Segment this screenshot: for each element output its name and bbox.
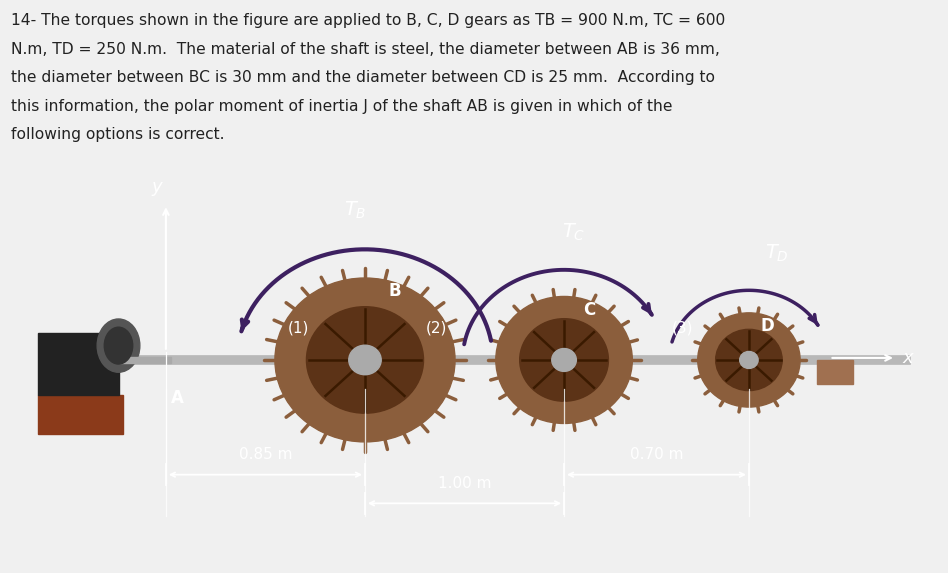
- Text: N.m, TD = 250 N.m.  The material of the shaft is steel, the diameter between AB : N.m, TD = 250 N.m. The material of the s…: [11, 42, 720, 57]
- Text: 0.70 m: 0.70 m: [629, 448, 684, 462]
- Ellipse shape: [552, 348, 576, 371]
- Ellipse shape: [716, 329, 782, 391]
- Text: D: D: [760, 317, 775, 335]
- Ellipse shape: [698, 313, 800, 407]
- Text: 14- The torques shown in the figure are applied to B, C, D gears as TB = 900 N.m: 14- The torques shown in the figure are …: [11, 13, 725, 28]
- Ellipse shape: [275, 278, 455, 442]
- Text: $\mathit{T}_D$: $\mathit{T}_D$: [765, 242, 790, 264]
- Ellipse shape: [104, 327, 133, 364]
- Ellipse shape: [349, 345, 381, 375]
- Ellipse shape: [739, 351, 758, 368]
- Text: A: A: [171, 388, 184, 407]
- Bar: [38, 395, 123, 434]
- Ellipse shape: [496, 296, 632, 423]
- Text: (1): (1): [288, 320, 309, 335]
- Bar: [38, 333, 118, 395]
- Text: $\mathit{T}_C$: $\mathit{T}_C$: [562, 222, 585, 243]
- Bar: [118, 356, 171, 363]
- Text: this information, the polar moment of inertia J of the shaft AB is given in whic: this information, the polar moment of in…: [11, 99, 673, 114]
- Text: 0.85 m: 0.85 m: [239, 448, 292, 462]
- Ellipse shape: [306, 307, 424, 413]
- Text: (3): (3): [672, 320, 693, 335]
- Text: C: C: [583, 301, 595, 319]
- Bar: [57, 355, 910, 364]
- Text: x: x: [902, 349, 913, 367]
- Text: 1.00 m: 1.00 m: [438, 476, 491, 491]
- Ellipse shape: [97, 319, 139, 372]
- Text: B: B: [389, 282, 401, 300]
- Ellipse shape: [520, 319, 609, 401]
- Text: the diameter between BC is 30 mm and the diameter between CD is 25 mm.  Accordin: the diameter between BC is 30 mm and the…: [11, 70, 716, 85]
- Text: (2): (2): [426, 320, 447, 335]
- Bar: [817, 360, 853, 384]
- Text: $\mathit{T}_B$: $\mathit{T}_B$: [344, 199, 367, 221]
- Text: following options is correct.: following options is correct.: [11, 127, 225, 142]
- Text: y: y: [151, 178, 162, 196]
